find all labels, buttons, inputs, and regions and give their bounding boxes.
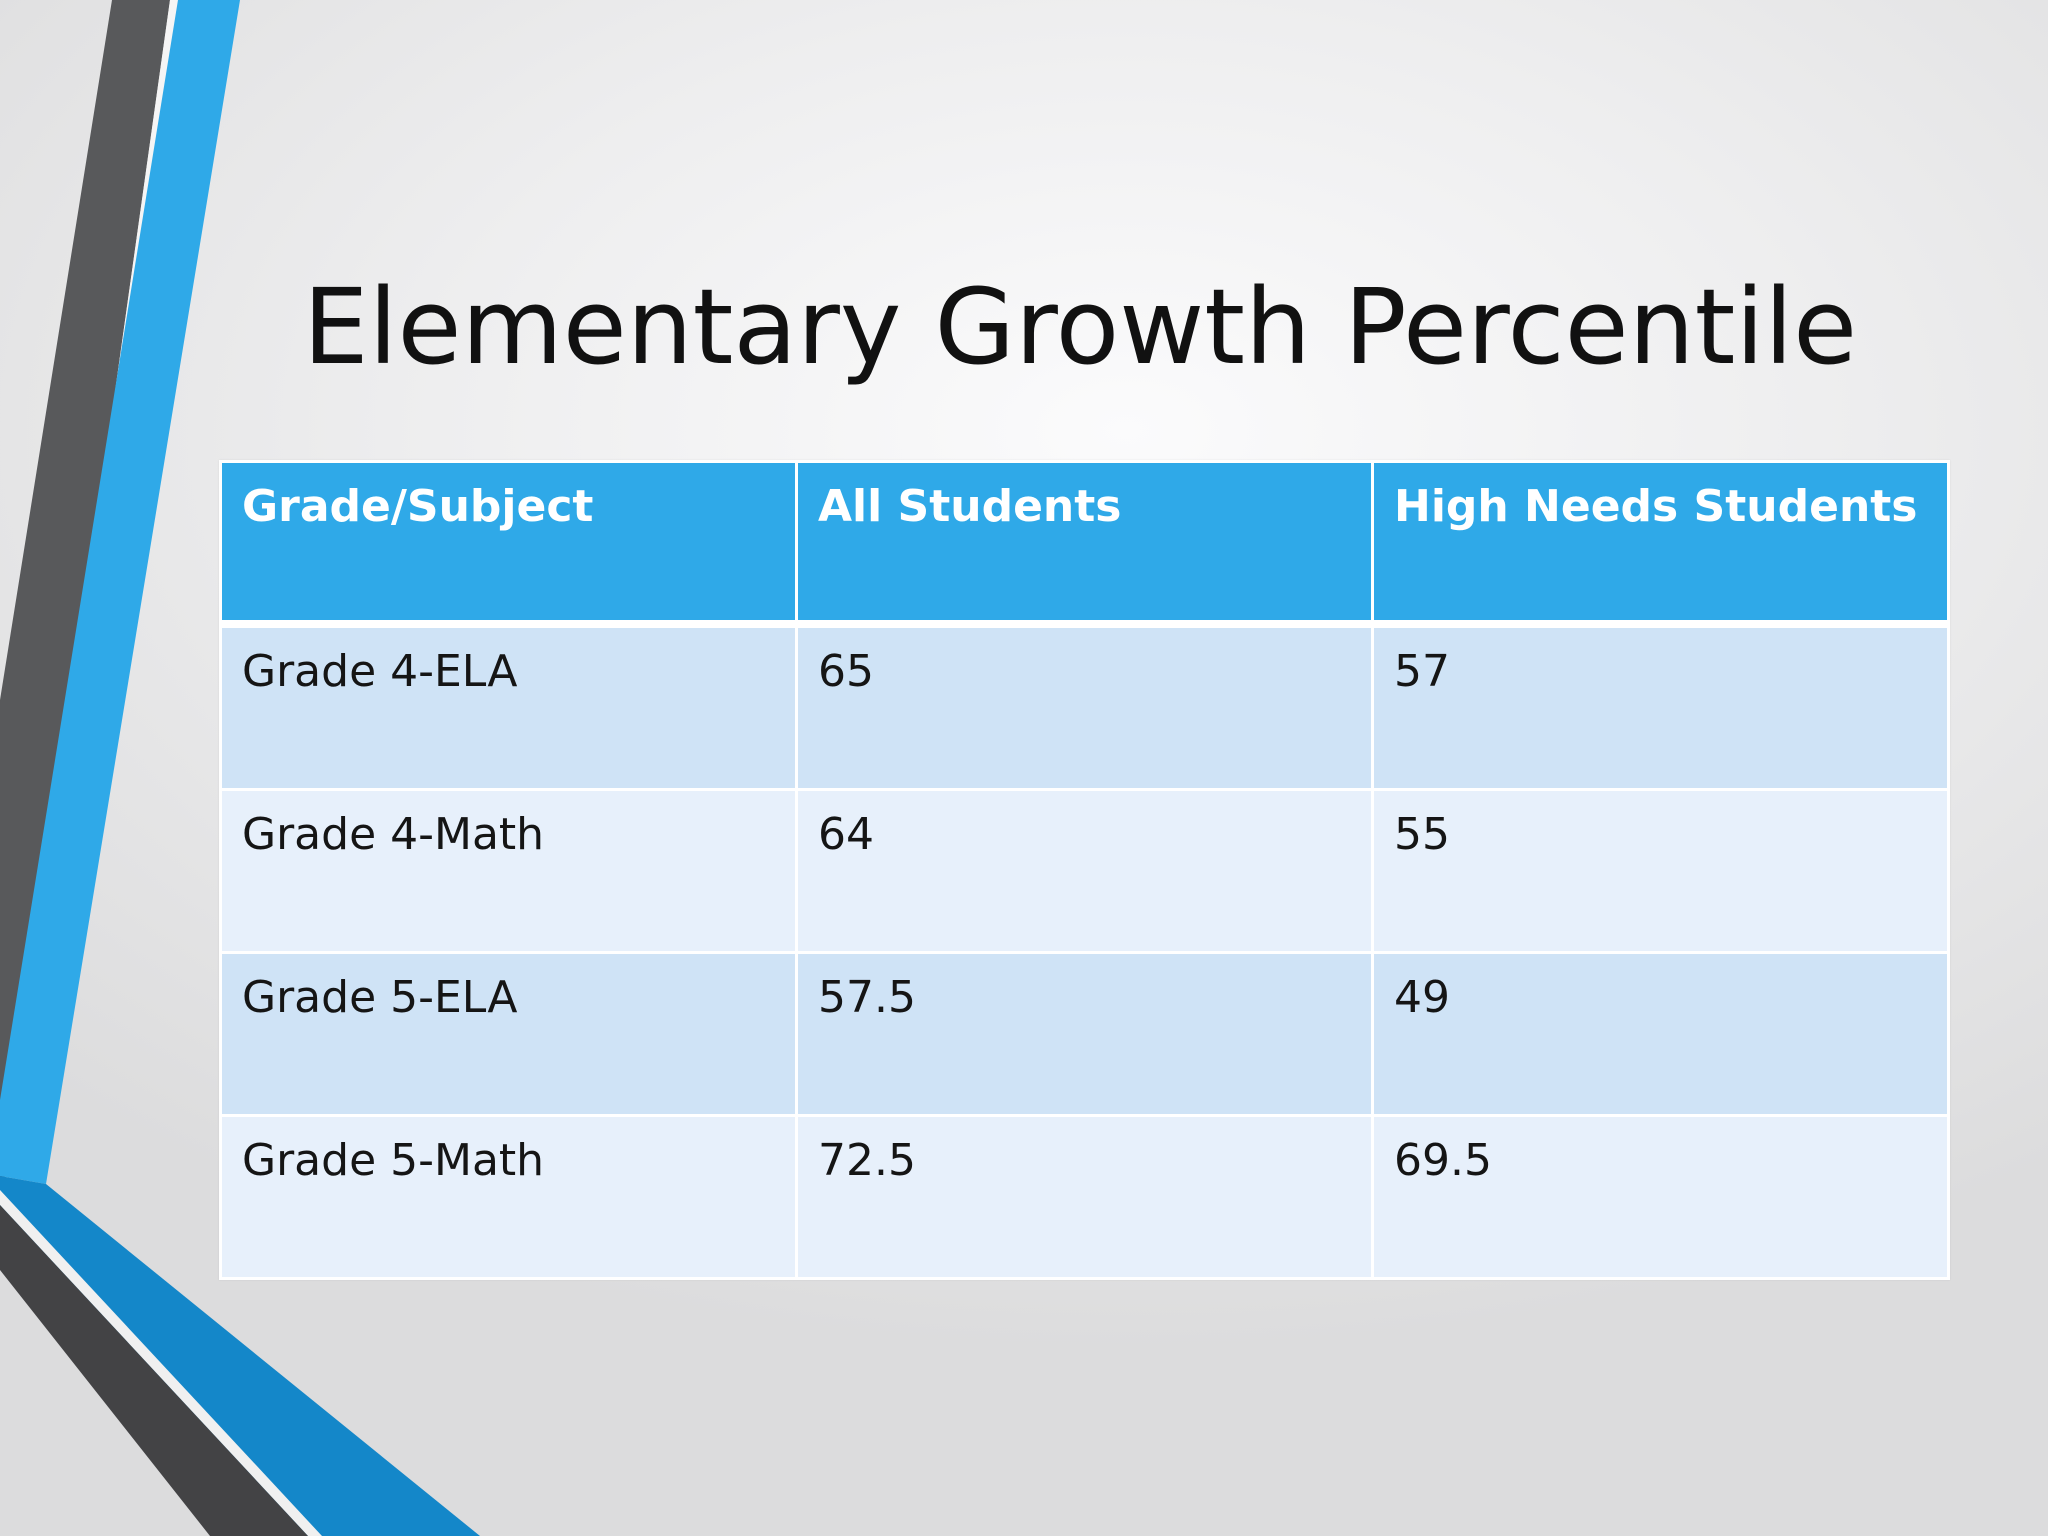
cell-all-students: 57.5: [795, 951, 1374, 1117]
table-row: Grade 5-Math 72.5 69.5: [219, 1114, 1950, 1280]
white-diagonal-gap: [0, 1190, 322, 1536]
cell-grade-subject: Grade 5-Math: [219, 1114, 798, 1280]
cell-grade-subject: Grade 4-ELA: [219, 622, 798, 791]
cell-high-needs-students: 49: [1371, 951, 1950, 1117]
dark-diagonal-stripe: [0, 1205, 308, 1536]
slide-title: Elementary Growth Percentile: [302, 266, 1858, 388]
blue-vertical-stripe: [0, 0, 240, 1184]
cell-grade-subject: Grade 4-Math: [219, 788, 798, 954]
table-row: Grade 5-ELA 57.5 49: [219, 951, 1950, 1117]
cell-high-needs-students: 55: [1371, 788, 1950, 954]
table-header-row: Grade/Subject All Students High Needs St…: [219, 460, 1950, 628]
cell-all-students: 72.5: [795, 1114, 1374, 1280]
blue-diagonal-stripe: [0, 1176, 480, 1536]
header-all-students: All Students: [795, 460, 1374, 628]
cell-grade-subject: Grade 5-ELA: [219, 951, 798, 1117]
header-high-needs-students: High Needs Students: [1371, 460, 1950, 628]
cell-high-needs-students: 57: [1371, 622, 1950, 791]
cell-all-students: 64: [795, 788, 1374, 954]
growth-percentile-table: Grade/Subject All Students High Needs St…: [219, 460, 1950, 1280]
cell-high-needs-students: 69.5: [1371, 1114, 1950, 1280]
table-row: Grade 4-Math 64 55: [219, 788, 1950, 954]
header-grade-subject: Grade/Subject: [219, 460, 798, 628]
cell-all-students: 65: [795, 622, 1374, 791]
table-row: Grade 4-ELA 65 57: [219, 622, 1950, 791]
